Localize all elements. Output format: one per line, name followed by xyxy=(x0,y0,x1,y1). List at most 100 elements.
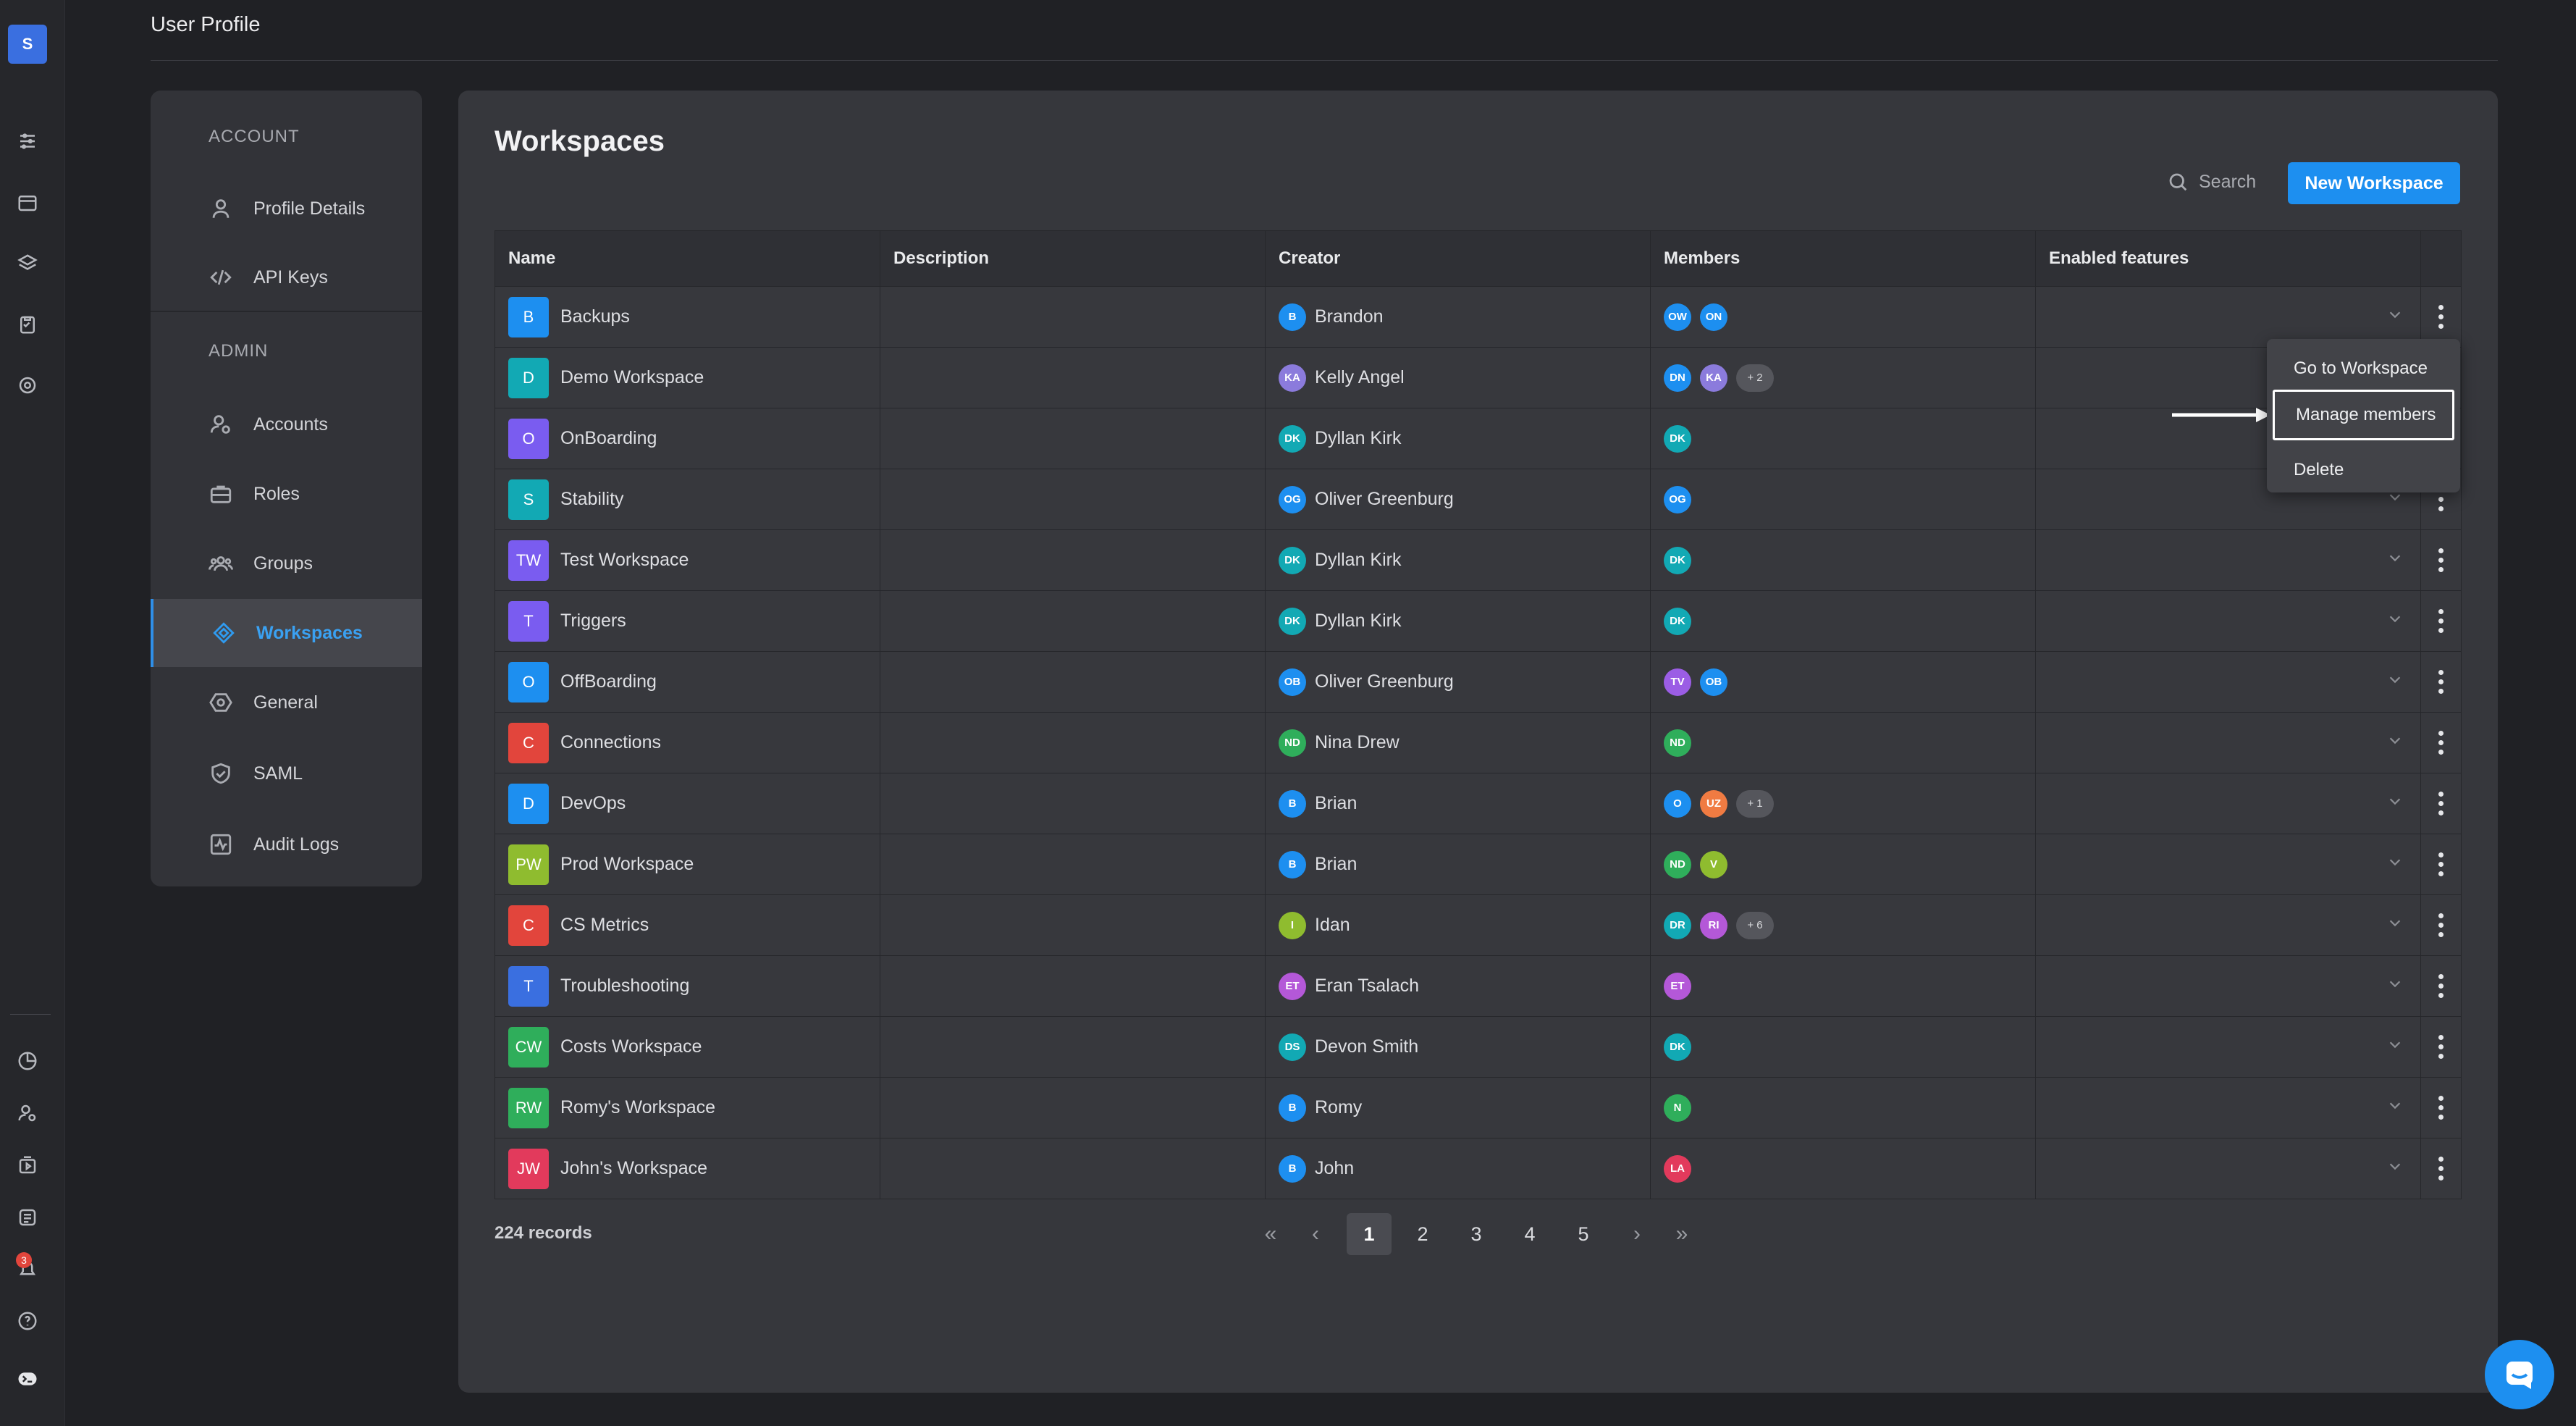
search-input[interactable]: Search xyxy=(2167,166,2256,198)
table-row[interactable]: T Troubleshooting ET Eran Tsalach ET xyxy=(494,955,2462,1017)
actions-cell[interactable] xyxy=(2420,590,2462,652)
actions-cell[interactable] xyxy=(2420,1077,2462,1138)
name-cell[interactable]: C CS Metrics xyxy=(494,894,880,956)
workspace-name[interactable]: Costs Workspace xyxy=(560,1036,702,1057)
member-avatar[interactable]: OG xyxy=(1664,485,1691,513)
name-cell[interactable]: D Demo Workspace xyxy=(494,347,880,408)
chevron-down-icon[interactable] xyxy=(2387,976,2403,997)
enabled-features-cell[interactable] xyxy=(2035,1016,2421,1078)
workspace-name[interactable]: Demo Workspace xyxy=(560,367,704,387)
workspace-name[interactable]: Stability xyxy=(560,489,624,509)
name-cell[interactable]: O OffBoarding xyxy=(494,651,880,713)
table-row[interactable]: O OnBoarding DK Dyllan Kirk DK xyxy=(494,408,2462,469)
more-options-icon[interactable] xyxy=(2421,1096,2461,1120)
layers-icon[interactable] xyxy=(14,251,41,277)
help-icon[interactable] xyxy=(14,1308,41,1334)
page-1[interactable]: 1 xyxy=(1347,1213,1392,1255)
enabled-features-cell[interactable] xyxy=(2035,834,2421,895)
more-options-icon[interactable] xyxy=(2421,1157,2461,1180)
column-header-enabled-features[interactable]: Enabled features xyxy=(2035,230,2421,287)
member-avatar[interactable]: ND xyxy=(1664,729,1691,757)
table-row[interactable]: D Demo Workspace KA Kelly Angel DN KA + 2 xyxy=(494,347,2462,408)
page-4[interactable]: 4 xyxy=(1524,1222,1536,1245)
member-avatar[interactable]: DK xyxy=(1664,424,1691,453)
sliders-icon[interactable] xyxy=(14,128,41,154)
enabled-features-cell[interactable] xyxy=(2035,894,2421,956)
actions-cell[interactable] xyxy=(2420,286,2462,348)
nav-accounts[interactable]: Accounts xyxy=(151,390,422,458)
name-cell[interactable]: S Stability xyxy=(494,469,880,530)
member-avatar[interactable]: DK xyxy=(1664,1033,1691,1061)
member-avatar[interactable]: DK xyxy=(1664,607,1691,635)
name-cell[interactable]: D DevOps xyxy=(494,773,880,834)
enabled-features-cell[interactable] xyxy=(2035,1138,2421,1199)
chevron-down-icon[interactable] xyxy=(2387,1158,2403,1179)
more-members-badge[interactable]: + 2 xyxy=(1736,364,1774,392)
nav-audit-logs[interactable]: Audit Logs xyxy=(151,810,422,878)
table-row[interactable]: RW Romy's Workspace B Romy N xyxy=(494,1077,2462,1138)
enabled-features-cell[interactable] xyxy=(2035,529,2421,591)
nav-roles[interactable]: Roles xyxy=(151,460,422,528)
name-cell[interactable]: RW Romy's Workspace xyxy=(494,1077,880,1138)
table-row[interactable]: T Triggers DK Dyllan Kirk DK xyxy=(494,590,2462,652)
more-members-badge[interactable]: + 1 xyxy=(1736,789,1774,818)
terminal-icon[interactable] xyxy=(14,1366,41,1392)
actions-cell[interactable] xyxy=(2420,712,2462,773)
report-icon[interactable] xyxy=(14,1204,41,1230)
member-avatar[interactable]: ET xyxy=(1664,972,1691,1000)
chevron-down-icon[interactable] xyxy=(2387,793,2403,814)
chevron-down-icon[interactable] xyxy=(2387,489,2403,510)
pie-chart-icon[interactable] xyxy=(14,1048,41,1074)
workspace-name[interactable]: Backups xyxy=(560,306,630,327)
menu-item-go-to-workspace[interactable]: Go to Workspace xyxy=(2294,358,2428,378)
workspace-name[interactable]: OffBoarding xyxy=(560,671,657,692)
member-avatar[interactable]: KA xyxy=(1700,364,1727,392)
chevron-down-icon[interactable] xyxy=(2387,915,2403,936)
column-header-description[interactable]: Description xyxy=(880,230,1266,287)
table-row[interactable]: S Stability OG Oliver Greenburg OG xyxy=(494,469,2462,530)
workspace-name[interactable]: John's Workspace xyxy=(560,1158,708,1178)
nav-api-keys[interactable]: API Keys xyxy=(151,243,422,311)
workspace-name[interactable]: Connections xyxy=(560,732,661,752)
nav-saml[interactable]: SAML xyxy=(151,739,422,808)
page-5[interactable]: 5 xyxy=(1578,1222,1589,1245)
more-options-icon[interactable] xyxy=(2421,913,2461,937)
actions-cell[interactable] xyxy=(2420,651,2462,713)
workspace-name[interactable]: Triggers xyxy=(560,611,626,631)
table-row[interactable]: O OffBoarding OB Oliver Greenburg TV OB xyxy=(494,651,2462,713)
more-options-icon[interactable] xyxy=(2421,305,2461,329)
enabled-features-cell[interactable] xyxy=(2035,955,2421,1017)
enabled-features-cell[interactable] xyxy=(2035,1077,2421,1138)
member-avatar[interactable]: V xyxy=(1700,850,1727,878)
chevron-down-icon[interactable] xyxy=(2387,1097,2403,1118)
enabled-features-cell[interactable] xyxy=(2035,286,2421,348)
workspace-name[interactable]: Test Workspace xyxy=(560,550,689,570)
more-options-icon[interactable] xyxy=(2421,731,2461,755)
chevron-down-icon[interactable] xyxy=(2387,611,2403,632)
member-avatar[interactable]: UZ xyxy=(1700,789,1727,818)
actions-cell[interactable] xyxy=(2420,773,2462,834)
table-row[interactable]: C CS Metrics I Idan DR RI + 6 xyxy=(494,894,2462,956)
workspace-name[interactable]: Prod Workspace xyxy=(560,854,694,874)
name-cell[interactable]: T Triggers xyxy=(494,590,880,652)
nav-groups[interactable]: Groups xyxy=(151,529,422,597)
actions-cell[interactable] xyxy=(2420,529,2462,591)
member-avatar[interactable]: N xyxy=(1664,1094,1691,1122)
media-box-icon[interactable] xyxy=(14,1152,41,1178)
table-row[interactable]: CW Costs Workspace DS Devon Smith DK xyxy=(494,1016,2462,1078)
more-options-icon[interactable] xyxy=(2421,974,2461,998)
name-cell[interactable]: CW Costs Workspace xyxy=(494,1016,880,1078)
chevron-down-icon[interactable] xyxy=(2387,671,2403,692)
more-options-icon[interactable] xyxy=(2421,852,2461,876)
page-2[interactable]: 2 xyxy=(1417,1222,1428,1245)
workspace-name[interactable]: DevOps xyxy=(560,793,626,813)
table-row[interactable]: C Connections ND Nina Drew ND xyxy=(494,712,2462,773)
enabled-features-cell[interactable] xyxy=(2035,712,2421,773)
table-row[interactable]: PW Prod Workspace B Brian ND V xyxy=(494,834,2462,895)
column-header-name[interactable]: Name xyxy=(494,230,880,287)
app-logo[interactable]: S xyxy=(8,25,47,64)
calendar-icon[interactable] xyxy=(14,190,41,216)
nav-general[interactable]: General xyxy=(151,668,422,737)
page-3[interactable]: 3 xyxy=(1470,1222,1482,1245)
actions-cell[interactable] xyxy=(2420,1138,2462,1199)
